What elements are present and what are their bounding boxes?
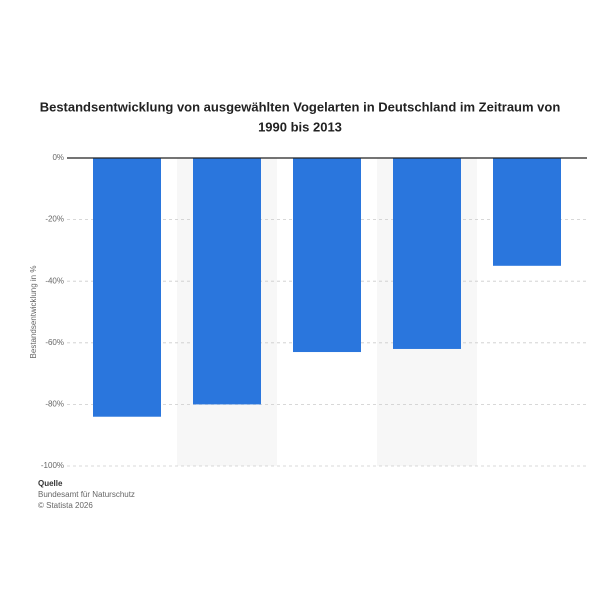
y-tick-label: -100% xyxy=(41,461,64,470)
chart-title: 1990 bis 2013 xyxy=(258,119,342,134)
source-text: Bundesamt für Naturschutz xyxy=(38,490,135,499)
bar xyxy=(193,158,261,405)
y-tick-label: -20% xyxy=(45,215,64,224)
bar xyxy=(393,158,461,349)
bar xyxy=(293,158,361,353)
bar xyxy=(493,158,561,266)
chart-title: Bestandsentwicklung von ausgewählten Vog… xyxy=(40,99,561,114)
source-label: Quelle xyxy=(38,479,63,488)
copyright: © Statista 2026 xyxy=(38,501,93,510)
y-tick-label: -80% xyxy=(45,400,64,409)
y-tick-label: -60% xyxy=(45,338,64,347)
y-axis-label: Bestandsentwicklung in % xyxy=(29,266,38,359)
y-tick-label: -40% xyxy=(45,276,64,285)
y-tick-label: 0% xyxy=(52,153,64,162)
bar xyxy=(93,158,161,417)
